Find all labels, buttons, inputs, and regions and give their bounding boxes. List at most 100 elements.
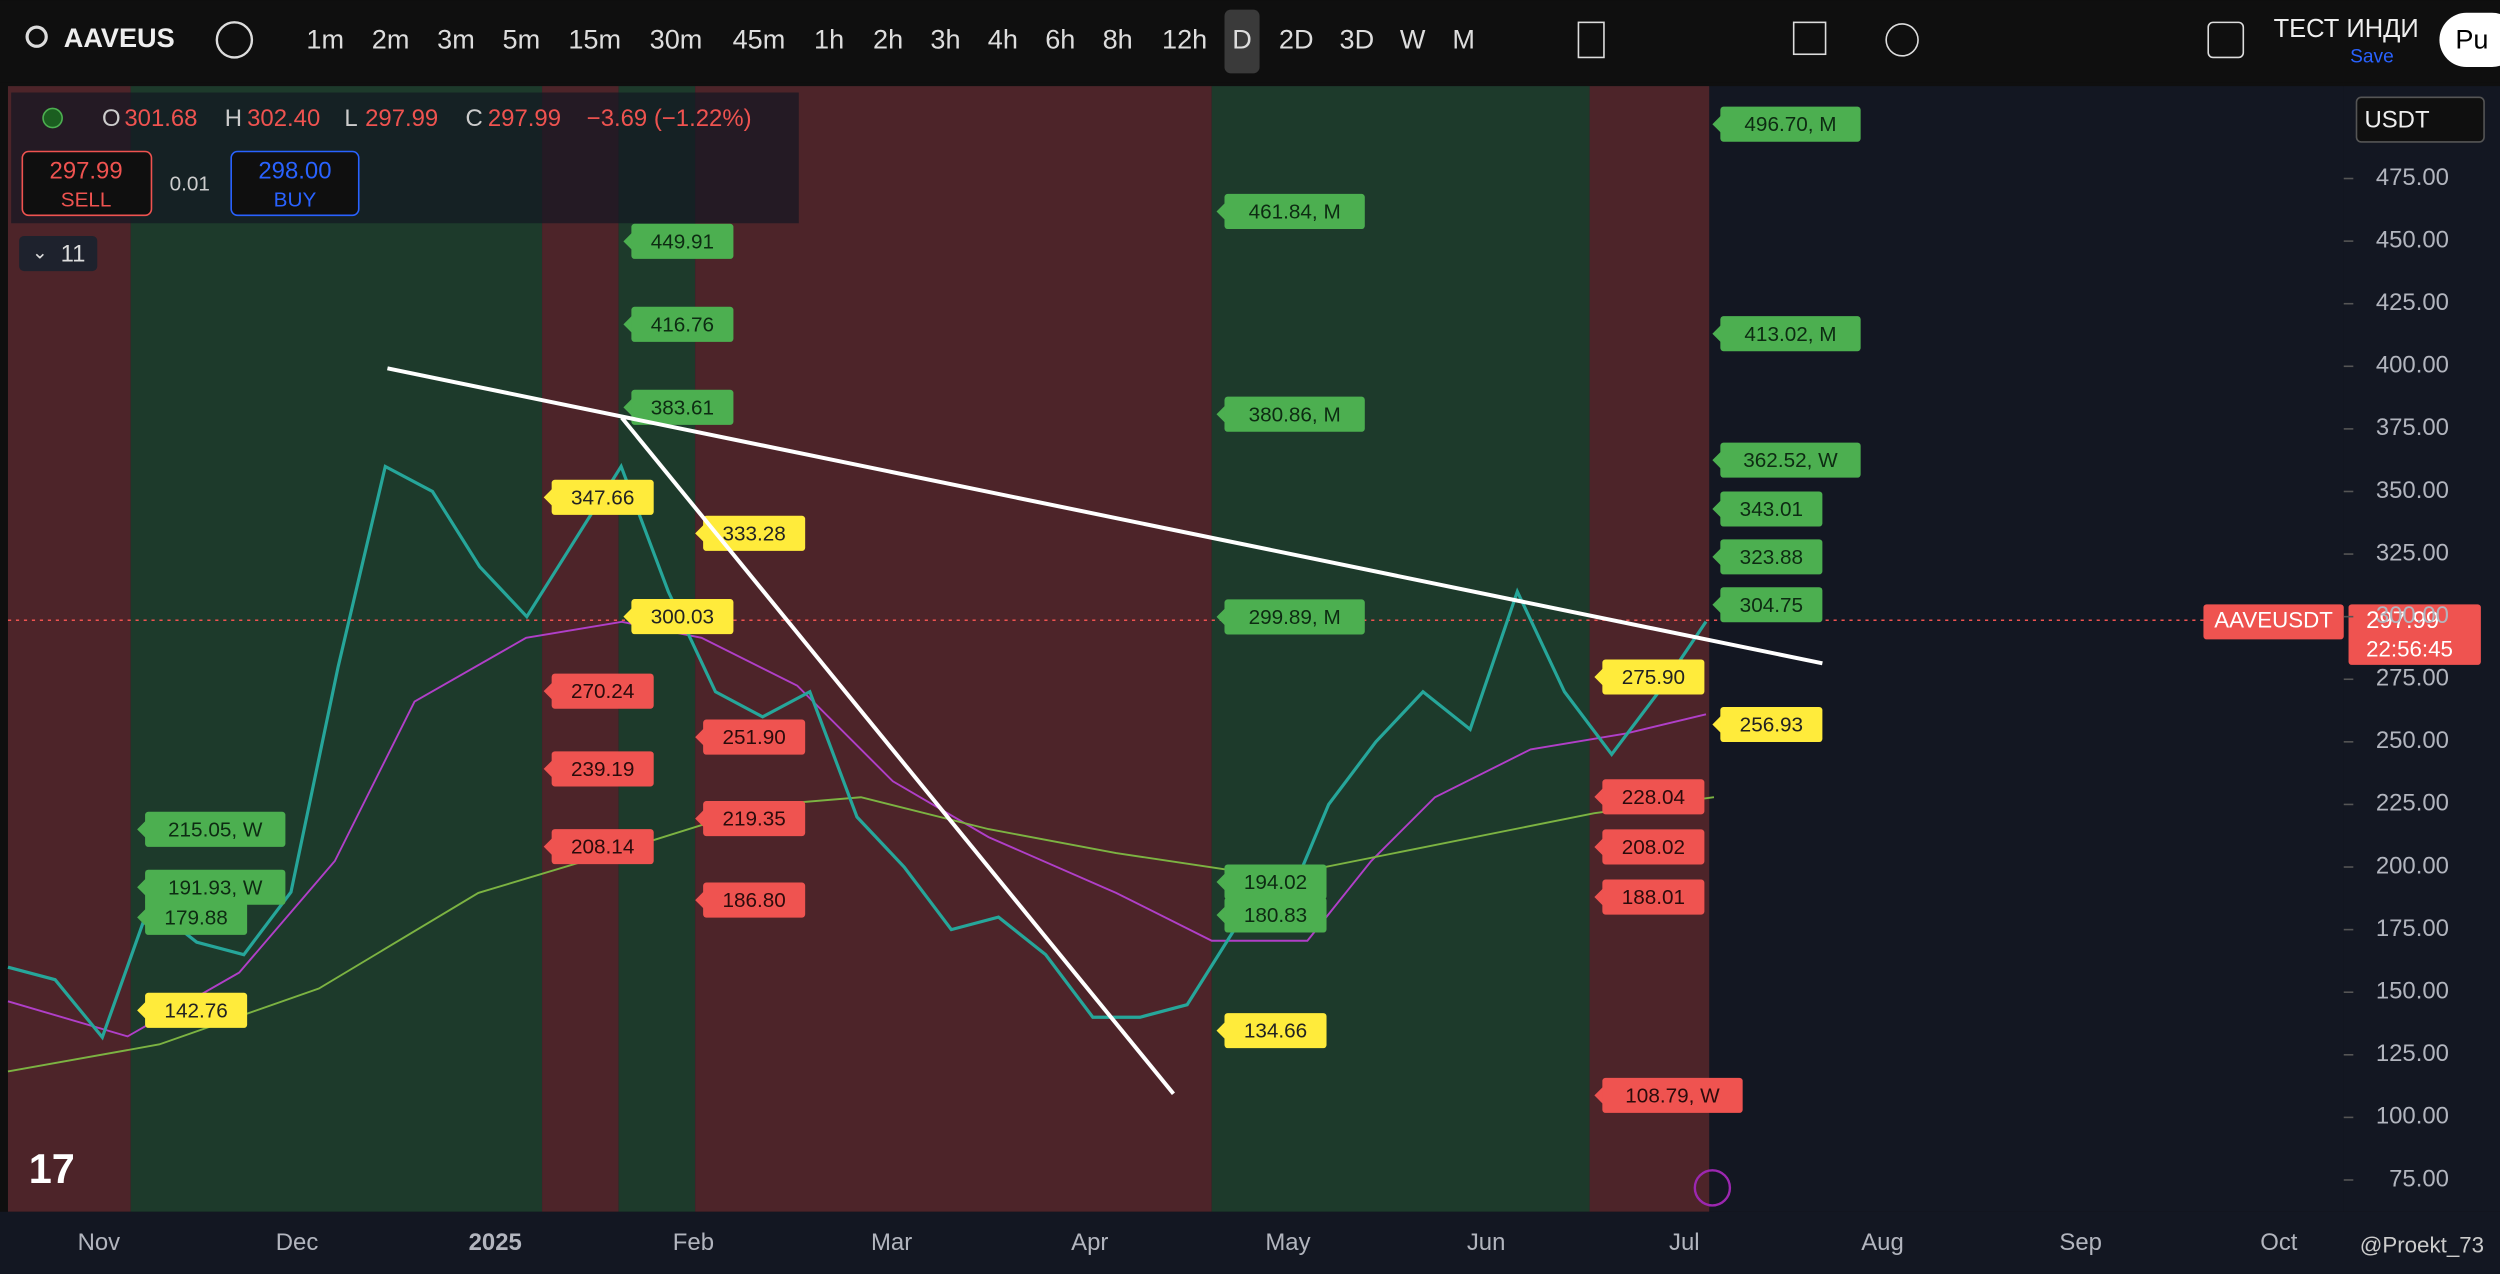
level-text: 194.02 bbox=[1244, 871, 1307, 894]
symbol-label-box bbox=[2203, 604, 2344, 640]
level-label bbox=[1602, 1077, 1743, 1113]
currency[interactable]: USDT bbox=[2364, 107, 2429, 134]
timeframe[interactable]: 3m bbox=[437, 24, 475, 55]
label-pointer bbox=[1216, 404, 1227, 424]
level-label bbox=[145, 992, 248, 1028]
chevron[interactable]: ⌄ bbox=[32, 243, 48, 264]
timeframe[interactable]: 30m bbox=[650, 24, 703, 55]
candles-icon[interactable] bbox=[1577, 21, 1605, 59]
timeframe[interactable]: 3D bbox=[1340, 24, 1375, 55]
label-pointer bbox=[1712, 324, 1722, 344]
indicators-toggle[interactable] bbox=[19, 236, 98, 272]
add-symbol[interactable] bbox=[215, 21, 254, 59]
label-pointer bbox=[1594, 667, 1604, 687]
timeframe[interactable]: 1h bbox=[814, 24, 844, 55]
sell-button[interactable] bbox=[21, 150, 153, 217]
level-text: 383.61 bbox=[651, 396, 714, 419]
time-axis bbox=[0, 1211, 2500, 1274]
alert-button[interactable] bbox=[1885, 23, 1919, 57]
timeframe[interactable]: 6h bbox=[1045, 24, 1075, 55]
buy-price[interactable]: 298.00 bbox=[258, 158, 331, 185]
level-label bbox=[1602, 659, 1705, 695]
label-pointer bbox=[1712, 714, 1722, 735]
x-tick-label: Sep bbox=[2059, 1229, 2102, 1256]
level-text: 275.90 bbox=[1622, 666, 1685, 689]
label-pointer bbox=[543, 759, 554, 779]
level-text: 300.03 bbox=[651, 606, 714, 629]
band bbox=[542, 86, 619, 1212]
alert-icon[interactable] bbox=[1693, 1169, 1732, 1207]
level-text: 323.88 bbox=[1740, 546, 1803, 569]
timeframes: 1m 2m 3m 5m 15m 30m 45m 1h 2h 3h 4h 6h 8h 12h D 2D 3D W M bbox=[306, 9, 1475, 74]
y-tick-label: 75.00 bbox=[2389, 1165, 2449, 1192]
level-text: 239.19 bbox=[571, 758, 634, 781]
publish[interactable]: Pu bbox=[2455, 24, 2488, 55]
level-label bbox=[1720, 491, 1823, 527]
ohlc-value: 301.68 bbox=[124, 105, 197, 132]
timeframe[interactable]: 5m bbox=[503, 24, 541, 55]
x-tick-label: Mar bbox=[871, 1229, 912, 1256]
timeframe[interactable]: 15m bbox=[568, 24, 621, 55]
timeframe[interactable]: 4h bbox=[988, 24, 1018, 55]
level-label bbox=[1602, 779, 1705, 815]
trend-line bbox=[620, 416, 1176, 1096]
search-icon[interactable] bbox=[25, 25, 48, 48]
y-tick-label: 475.00 bbox=[2376, 164, 2449, 191]
label-pointer bbox=[695, 890, 705, 910]
label-pointer bbox=[1594, 1085, 1604, 1105]
ohlc-key: O bbox=[102, 105, 121, 132]
ohlc-key: C bbox=[466, 105, 483, 132]
x-tick-label: Nov bbox=[78, 1229, 121, 1256]
x-tick-label: 2025 bbox=[469, 1229, 522, 1256]
band bbox=[695, 86, 1212, 1212]
moving-average bbox=[7, 620, 1707, 1038]
level-label bbox=[1224, 864, 1327, 900]
timeframe[interactable]: W bbox=[1400, 24, 1426, 55]
indicator-name[interactable]: ТЕСТ ИНДИ bbox=[2274, 15, 2419, 43]
level-text: 416.76 bbox=[651, 313, 714, 336]
level-label bbox=[551, 751, 654, 787]
x-tick-label: Aug bbox=[1861, 1229, 1904, 1256]
level-text: 142.76 bbox=[164, 999, 227, 1022]
timeframe[interactable]: 3h bbox=[930, 24, 960, 55]
symbol[interactable]: AAVEUS bbox=[64, 22, 175, 53]
fullscreen[interactable] bbox=[2207, 21, 2245, 59]
level-label bbox=[631, 223, 734, 259]
save[interactable]: Save bbox=[2350, 46, 2394, 67]
y-tick-label: 325.00 bbox=[2376, 539, 2449, 566]
label-pointer bbox=[1594, 787, 1604, 807]
timeframe[interactable]: 2h bbox=[873, 24, 903, 55]
level-label bbox=[1224, 1013, 1327, 1049]
timeframe[interactable]: 45m bbox=[733, 24, 786, 55]
timeframe[interactable]: 2m bbox=[372, 24, 410, 55]
level-label bbox=[631, 599, 734, 635]
timeframe[interactable]: M bbox=[1452, 24, 1475, 55]
label-pointer bbox=[137, 907, 147, 927]
layout-icon[interactable] bbox=[1792, 21, 1827, 56]
publish-button[interactable] bbox=[2439, 12, 2500, 67]
timeframe[interactable]: 2D bbox=[1279, 24, 1314, 55]
sell-label[interactable]: SELL bbox=[61, 188, 112, 211]
ohlc-change: −3.69 (−1.22%) bbox=[587, 105, 752, 132]
buy-button[interactable] bbox=[230, 150, 360, 217]
active-timeframe bbox=[1224, 9, 1260, 74]
indicators-count[interactable]: 11 bbox=[61, 240, 86, 267]
buy-label[interactable]: BUY bbox=[274, 188, 317, 211]
level-text: 208.14 bbox=[571, 836, 634, 859]
label-pointer bbox=[1216, 607, 1227, 627]
timeframe[interactable]: 8h bbox=[1103, 24, 1133, 55]
label-pointer bbox=[695, 809, 705, 829]
currency-select[interactable] bbox=[2355, 96, 2485, 143]
level-text: 215.05, W bbox=[168, 818, 263, 841]
timeframe[interactable]: 12h bbox=[1162, 24, 1207, 55]
timeframe[interactable]: 1m bbox=[306, 24, 344, 55]
timeframe[interactable]: D bbox=[1232, 24, 1252, 55]
x-tick-label: Dec bbox=[276, 1229, 319, 1256]
level-label bbox=[1602, 829, 1705, 865]
label-pointer bbox=[1712, 450, 1722, 470]
level-label bbox=[703, 515, 806, 551]
level-text: 256.93 bbox=[1740, 714, 1803, 737]
y-tick-label: 275.00 bbox=[2376, 665, 2449, 692]
sell-price[interactable]: 297.99 bbox=[50, 158, 123, 185]
